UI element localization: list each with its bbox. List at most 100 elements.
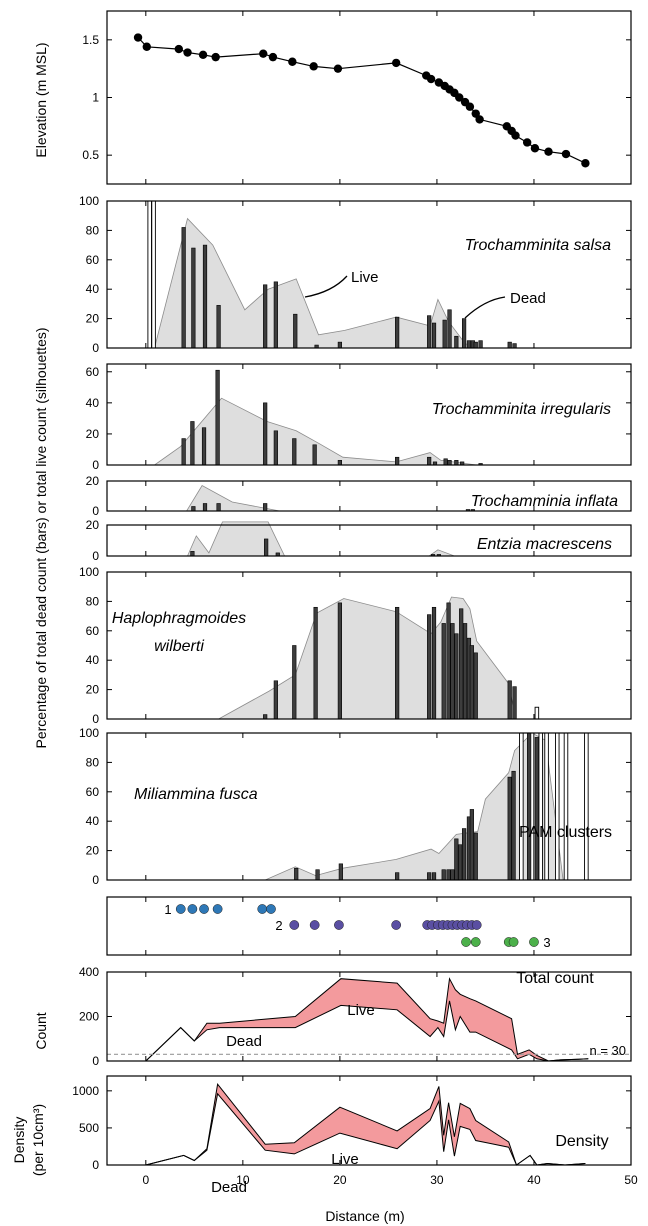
x-tick-label: 20 [333, 1173, 347, 1187]
count-ytick-label: 0 [92, 1054, 99, 1068]
dead-bar [478, 340, 483, 349]
species-name-haplophragmoides-wilberti-line2: wilberti [154, 638, 204, 655]
elevation-point [426, 74, 436, 84]
dead-bar [427, 614, 432, 720]
dead-bar [313, 606, 318, 720]
dead-bar [446, 869, 451, 881]
dead-open-bar [555, 732, 560, 881]
dead-annotation-leader [464, 296, 506, 319]
dead-bar [263, 503, 268, 512]
elevation-point [333, 64, 343, 73]
dead-bar [431, 606, 437, 720]
dead-bar [395, 316, 400, 349]
dead-bar [427, 872, 432, 881]
elevation-point [259, 49, 268, 58]
live-silhouette [265, 732, 564, 881]
pam-cluster-2-point [471, 920, 482, 930]
dead-bar [312, 444, 317, 466]
dead-bar [395, 606, 400, 720]
count-live-band [145, 978, 589, 1061]
count-live-line [145, 977, 589, 1062]
dead-bar [395, 456, 400, 466]
dead-bar [190, 421, 195, 466]
dead-bar [473, 341, 478, 349]
dead-bar [512, 686, 517, 720]
dead-open-bar [538, 732, 544, 881]
species-3-frame [106, 524, 632, 557]
dead-bar [461, 828, 467, 881]
dead-bar [292, 438, 297, 466]
pam-clusters-panel: 1 2 3 [106, 896, 632, 956]
species-name-trochamminita-salsa: Trochamminita salsa [465, 237, 612, 254]
species-panel-entzia-macrescens: 0 20 [86, 518, 632, 563]
density-axis-label: Density [11, 1117, 27, 1164]
species-0-ytick-label: 100 [79, 194, 99, 208]
dead-bar [454, 460, 459, 466]
x-axis-label: Distance (m) [325, 1208, 404, 1224]
dead-bar [454, 838, 459, 881]
dead-bar [450, 623, 455, 720]
elevation-point [511, 131, 520, 140]
species-name-trochamminita-irregularis: Trochamminita irregularis [432, 401, 611, 418]
elevation-point [268, 52, 278, 62]
species-1-ytick-label: 60 [86, 365, 100, 379]
dead-open-bar [584, 732, 589, 881]
elevation-point [211, 52, 220, 62]
elevation-point [174, 44, 184, 54]
count-dead-line [145, 1000, 589, 1062]
dead-bar [469, 645, 474, 720]
species-5-ytick-label: 60 [86, 785, 100, 799]
dead-bar [395, 872, 400, 881]
total-count-panel: 0 200 400 [79, 965, 632, 1068]
elevation-point [561, 149, 571, 159]
pam-cluster-label-3: 3 [543, 935, 550, 950]
pam-cluster-1-point [199, 904, 209, 914]
dead-bar [461, 318, 467, 349]
dead-bar [337, 602, 342, 720]
species-4-ytick-label: 40 [86, 653, 100, 667]
dead-bar [469, 809, 474, 881]
species-panel-trochamminita-salsa: 0 20 40 60 80 100 [79, 194, 632, 355]
elevation-point [581, 159, 590, 168]
dead-bar [431, 322, 437, 349]
elevation-ytick-label: 1 [92, 91, 99, 105]
dead-bar [447, 309, 452, 349]
x-tick-label: 40 [527, 1173, 541, 1187]
dead-bar [466, 340, 472, 349]
pam-cluster-label-1: 1 [164, 902, 171, 917]
pam-cluster-3-point [508, 937, 519, 947]
dead-bar [512, 343, 517, 349]
dead-bar [338, 863, 343, 881]
dead-bar [190, 551, 195, 557]
pam-frame [106, 896, 632, 956]
dead-bar [264, 538, 269, 557]
pam-cluster-1-point [257, 904, 268, 914]
dead-bar [454, 633, 459, 720]
elevation-point [309, 62, 318, 71]
dead-bar [191, 506, 196, 512]
pam-cluster-3-point [529, 937, 539, 947]
species-1-frame [106, 363, 632, 466]
dead-open-bar [544, 732, 549, 881]
dead-bar [446, 602, 451, 720]
dead-bar [263, 714, 268, 720]
pam-cluster-2-point [289, 920, 300, 930]
density-ytick-label: 0 [92, 1158, 99, 1172]
dead-bar [337, 341, 342, 349]
dead-bar [273, 680, 278, 720]
pam-cluster-1-point [266, 904, 276, 914]
species-0-ytick-label: 40 [86, 282, 100, 296]
dead-bar [216, 305, 221, 349]
species-5-ytick-label: 80 [86, 755, 100, 769]
species-2-frame [106, 480, 632, 512]
dead-bar [201, 427, 207, 466]
pam-cluster-2-point [334, 920, 344, 930]
species-4-ytick-label: 0 [92, 712, 99, 726]
pam-cluster-1-point [212, 904, 223, 914]
dead-bar [534, 737, 539, 881]
density-axis-unit: (per 10cm³) [30, 1104, 46, 1176]
species-panel-haplophragmoides-wilberti: 0 20 40 60 80 100 [79, 565, 632, 726]
species-1-ytick-label: 40 [86, 396, 100, 410]
dead-bar [293, 313, 298, 349]
